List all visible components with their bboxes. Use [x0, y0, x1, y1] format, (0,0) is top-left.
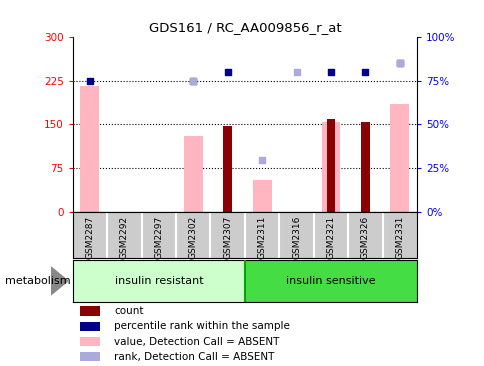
Text: GSM2287: GSM2287 — [85, 216, 94, 259]
Text: count: count — [114, 306, 143, 316]
Point — [189, 78, 197, 83]
Text: GSM2326: GSM2326 — [360, 216, 369, 259]
Title: GDS161 / RC_AA009856_r_at: GDS161 / RC_AA009856_r_at — [148, 21, 341, 34]
FancyBboxPatch shape — [79, 337, 100, 346]
Bar — [390, 104, 408, 212]
Bar — [80, 86, 99, 212]
Bar — [361, 122, 369, 212]
Text: GSM2292: GSM2292 — [120, 216, 129, 259]
Point — [292, 69, 300, 75]
Text: value, Detection Call = ABSENT: value, Detection Call = ABSENT — [114, 336, 279, 347]
Text: GSM2311: GSM2311 — [257, 216, 266, 259]
Text: GSM2307: GSM2307 — [223, 216, 232, 259]
Point — [395, 60, 403, 66]
Bar — [183, 136, 202, 212]
Text: GSM2302: GSM2302 — [188, 216, 197, 259]
Text: insulin resistant: insulin resistant — [114, 276, 203, 286]
Bar — [223, 126, 231, 212]
Text: metabolism: metabolism — [5, 276, 70, 286]
Point — [361, 69, 368, 75]
Text: percentile rank within the sample: percentile rank within the sample — [114, 321, 289, 332]
Point — [86, 78, 93, 83]
Text: rank, Detection Call = ABSENT: rank, Detection Call = ABSENT — [114, 352, 274, 362]
Text: GSM2316: GSM2316 — [291, 216, 301, 259]
Point — [189, 78, 197, 83]
Point — [257, 157, 265, 163]
Point — [326, 69, 334, 75]
Bar — [321, 122, 340, 212]
Point — [395, 60, 403, 66]
FancyBboxPatch shape — [79, 322, 100, 331]
Text: GSM2331: GSM2331 — [394, 216, 404, 259]
Text: insulin sensitive: insulin sensitive — [286, 276, 375, 286]
Text: GSM2297: GSM2297 — [154, 216, 163, 259]
Polygon shape — [51, 267, 68, 295]
Bar — [252, 180, 271, 212]
FancyBboxPatch shape — [79, 306, 100, 316]
FancyBboxPatch shape — [79, 352, 100, 362]
Text: GSM2321: GSM2321 — [326, 216, 335, 259]
Bar — [326, 119, 334, 212]
Bar — [244, 260, 416, 302]
Point — [223, 69, 231, 75]
